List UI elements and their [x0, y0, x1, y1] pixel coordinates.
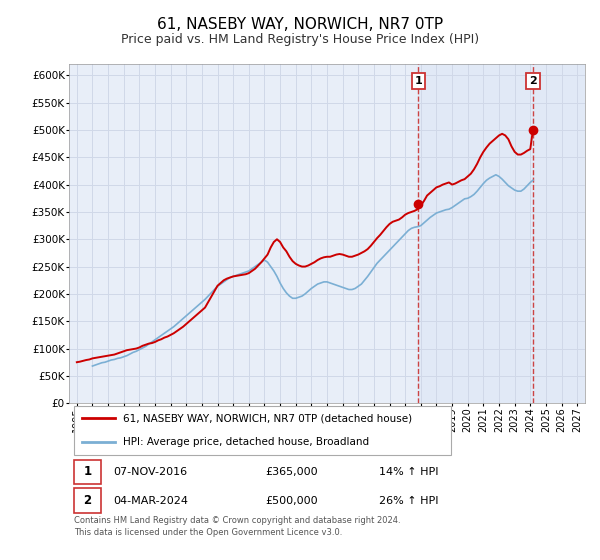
Text: 2: 2 — [83, 494, 92, 507]
Text: 1: 1 — [83, 465, 92, 478]
FancyBboxPatch shape — [74, 460, 101, 484]
Text: £500,000: £500,000 — [265, 496, 318, 506]
Text: HPI: Average price, detached house, Broadland: HPI: Average price, detached house, Broa… — [123, 437, 370, 447]
Text: 61, NASEBY WAY, NORWICH, NR7 0TP: 61, NASEBY WAY, NORWICH, NR7 0TP — [157, 17, 443, 31]
Text: 61, NASEBY WAY, NORWICH, NR7 0TP (detached house): 61, NASEBY WAY, NORWICH, NR7 0TP (detach… — [123, 413, 412, 423]
Text: 26% ↑ HPI: 26% ↑ HPI — [379, 496, 438, 506]
Text: Contains HM Land Registry data © Crown copyright and database right 2024.
This d: Contains HM Land Registry data © Crown c… — [74, 516, 401, 537]
Text: 14% ↑ HPI: 14% ↑ HPI — [379, 467, 438, 477]
Text: 2: 2 — [529, 76, 537, 86]
Text: 07-NOV-2016: 07-NOV-2016 — [113, 467, 187, 477]
Text: £365,000: £365,000 — [265, 467, 318, 477]
Text: Price paid vs. HM Land Registry's House Price Index (HPI): Price paid vs. HM Land Registry's House … — [121, 33, 479, 46]
Text: 1: 1 — [415, 76, 422, 86]
FancyBboxPatch shape — [74, 488, 101, 513]
Bar — [418, 64, 585, 403]
Text: 04-MAR-2024: 04-MAR-2024 — [113, 496, 188, 506]
FancyBboxPatch shape — [74, 406, 451, 455]
